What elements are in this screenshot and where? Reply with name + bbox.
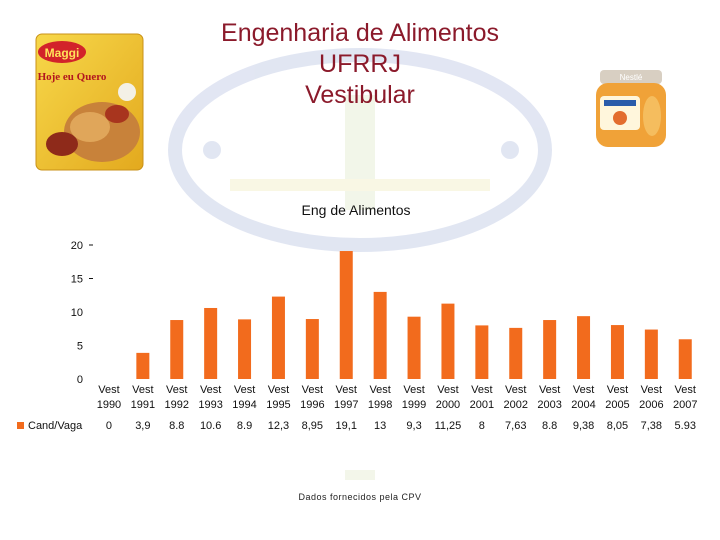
data-label: 8.8 bbox=[169, 420, 184, 432]
data-label: 7,38 bbox=[641, 420, 662, 432]
title-line-1: Engenharia de Alimentos bbox=[221, 19, 499, 47]
x-tick-label-year: 2004 bbox=[571, 399, 595, 411]
nestle-brand-text: Nestlé bbox=[620, 73, 643, 82]
bar bbox=[373, 291, 387, 379]
data-table-row: 0 3,9 8.8 10.6 8.9 12,3 8,95 19,1 13 9,3 11,25 8 7,6… bbox=[106, 420, 696, 432]
maggi-brand-text: Maggi bbox=[45, 46, 80, 60]
title-line-3: Vestibular bbox=[305, 81, 415, 109]
data-label: 7,63 bbox=[505, 420, 526, 432]
x-tick-label-year: 2005 bbox=[605, 399, 629, 411]
slide-title: Engenharia de Alimentos UFRRJ Vestibular bbox=[180, 18, 540, 111]
x-tick-label-year: 1997 bbox=[334, 399, 358, 411]
x-tick-label-year: 1995 bbox=[266, 399, 290, 411]
x-tick-label-year: 1992 bbox=[165, 399, 189, 411]
data-label: 8.9 bbox=[237, 420, 252, 432]
x-tick-label-prefix: Vest bbox=[132, 384, 153, 396]
data-label: 8.8 bbox=[542, 420, 557, 432]
data-label: 12,3 bbox=[268, 420, 289, 432]
bar bbox=[271, 296, 285, 379]
x-tick-label-prefix: Vest bbox=[675, 384, 696, 396]
x-tick-label-prefix: Vest bbox=[573, 384, 594, 396]
x-tick-label-prefix: Vest bbox=[437, 384, 458, 396]
bar bbox=[610, 325, 624, 379]
bar bbox=[238, 319, 252, 379]
data-label: 8,05 bbox=[607, 420, 628, 432]
y-tick-label: 10 bbox=[71, 307, 83, 319]
chart-title: Eng de Alimentos bbox=[302, 202, 411, 218]
data-label: 5.93 bbox=[675, 420, 696, 432]
x-tick-label-year: 2006 bbox=[639, 399, 663, 411]
x-tick-label-year: 1993 bbox=[198, 399, 222, 411]
x-tick-label-prefix: Vest bbox=[98, 384, 119, 396]
data-label: 11,25 bbox=[435, 420, 462, 432]
y-tick-label: 0 bbox=[77, 374, 83, 386]
data-label: 8 bbox=[479, 420, 485, 432]
x-tick-label-year: 1998 bbox=[368, 399, 392, 411]
bar bbox=[305, 319, 319, 379]
bar bbox=[170, 320, 184, 379]
legend-label: Cand/Vaga bbox=[28, 420, 83, 432]
bars bbox=[136, 251, 692, 379]
x-tick-label-prefix: Vest bbox=[336, 384, 357, 396]
x-tick-label-year: 1991 bbox=[131, 399, 155, 411]
y-tick-label: 5 bbox=[77, 341, 83, 353]
x-tick-label-prefix: Vest bbox=[166, 384, 187, 396]
x-tick-label-year: 1994 bbox=[232, 399, 256, 411]
bar bbox=[509, 327, 523, 379]
bar bbox=[577, 316, 591, 379]
data-label: 10.6 bbox=[200, 420, 221, 432]
data-label: 9,3 bbox=[406, 420, 421, 432]
x-tick-label-prefix: Vest bbox=[641, 384, 662, 396]
x-tick-label-year: 2000 bbox=[436, 399, 460, 411]
legend: Cand/Vaga bbox=[17, 420, 83, 432]
title-line-2: UFRRJ bbox=[319, 50, 401, 78]
y-tick-label: 20 bbox=[71, 240, 83, 252]
bar-chart: Eng de Alimentos 0 5 10 15 20 Vest 1990 Vest 19… bbox=[17, 202, 698, 432]
data-label: 13 bbox=[374, 420, 386, 432]
legend-swatch bbox=[17, 422, 24, 429]
x-tick-label-year: 1996 bbox=[300, 399, 324, 411]
data-label: 3,9 bbox=[135, 420, 150, 432]
x-tick-label-prefix: Vest bbox=[471, 384, 492, 396]
x-tick-label-year: 2007 bbox=[673, 399, 697, 411]
x-tick-label-year: 1990 bbox=[97, 399, 121, 411]
x-tick-label-prefix: Vest bbox=[539, 384, 560, 396]
y-axis: 0 5 10 15 20 bbox=[71, 240, 93, 386]
y-tick-label: 15 bbox=[71, 274, 83, 286]
source-note: Dados fornecidos pela CPV bbox=[298, 492, 422, 502]
maggi-package-image: Maggi Hoje eu Quero bbox=[35, 33, 144, 171]
data-label: 0 bbox=[106, 420, 112, 432]
x-axis-labels: Vest 1990 Vest 1991 Vest 1992 Vest 1993 Vest 1994… bbox=[97, 384, 698, 411]
x-tick-label-prefix: Vest bbox=[302, 384, 323, 396]
bar bbox=[543, 320, 557, 379]
bar bbox=[678, 339, 692, 379]
bar bbox=[204, 307, 218, 379]
x-tick-label-prefix: Vest bbox=[268, 384, 289, 396]
bar bbox=[644, 329, 658, 379]
x-tick-label-prefix: Vest bbox=[607, 384, 628, 396]
bar bbox=[136, 352, 150, 379]
maggi-product-text: Hoje eu Quero bbox=[38, 71, 107, 83]
x-tick-label-prefix: Vest bbox=[505, 384, 526, 396]
bar bbox=[475, 325, 489, 379]
bar bbox=[339, 251, 353, 379]
x-tick-label-year: 2002 bbox=[504, 399, 528, 411]
bar bbox=[441, 303, 455, 379]
x-tick-label-year: 1999 bbox=[402, 399, 426, 411]
nestle-jar-image: Nestlé bbox=[596, 70, 666, 147]
x-tick-label-prefix: Vest bbox=[234, 384, 255, 396]
x-tick-label-year: 2001 bbox=[470, 399, 494, 411]
x-tick-label-prefix: Vest bbox=[403, 384, 424, 396]
data-label: 8,95 bbox=[302, 420, 323, 432]
data-label: 9,38 bbox=[573, 420, 594, 432]
x-tick-label-year: 2003 bbox=[537, 399, 561, 411]
bar bbox=[407, 316, 421, 379]
data-label: 19,1 bbox=[336, 420, 357, 432]
x-tick-label-prefix: Vest bbox=[369, 384, 390, 396]
x-tick-label-prefix: Vest bbox=[200, 384, 221, 396]
